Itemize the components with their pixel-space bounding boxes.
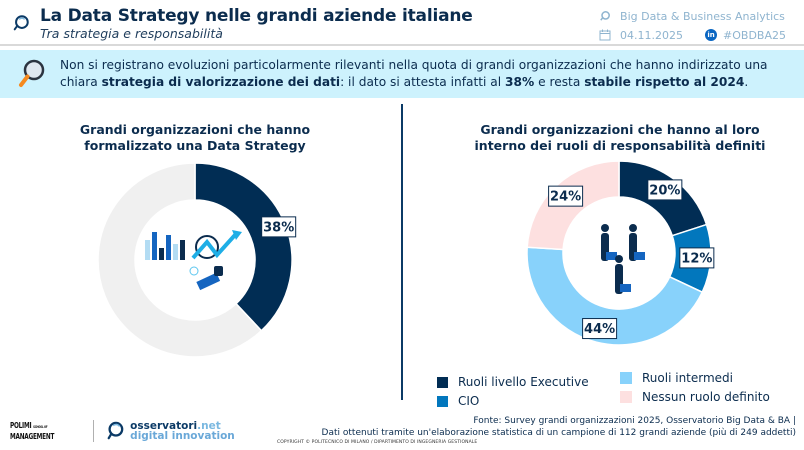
legend-label: Ruoli livello Executive <box>458 375 589 389</box>
logo-separator <box>93 420 95 442</box>
observatory-name: Big Data & Business Analytics <box>620 9 785 23</box>
legend-label: CIO <box>458 394 480 408</box>
legend-swatch <box>620 372 632 384</box>
data-label-box <box>548 185 584 207</box>
calendar-icon <box>598 29 612 41</box>
legend-label: Ruoli intermedi <box>642 371 734 385</box>
page-title: La Data Strategy nelle grandi aziende it… <box>40 6 473 26</box>
roles-label-3: 24% <box>548 185 584 207</box>
data-label-text: 38% <box>263 220 294 235</box>
magnifier-icon <box>19 59 45 87</box>
header-meta: Big Data & Business Analytics 04.11.2025… <box>594 8 786 43</box>
header: La Data Strategy nelle grandi aziende it… <box>0 0 804 46</box>
legend-label: Nessun ruolo definito <box>642 390 770 404</box>
data-label-text: 20% <box>649 183 680 198</box>
insight-text: Non si registrano evoluzioni particolarm… <box>60 58 768 89</box>
polimi-logo: POLIMI SCHOOL OF MANAGEMENT <box>10 421 55 441</box>
source-note: Fonte: Survey grandi organizzazioni 2025… <box>321 416 796 438</box>
osservatori-icon <box>107 421 124 440</box>
key-insight-banner: Non si registrano evoluzioni particolarm… <box>0 50 804 98</box>
data-label-box <box>679 247 715 269</box>
hashtag[interactable]: #OBDBA25 <box>723 28 786 42</box>
legend-item-intermedi: Ruoli intermedi <box>620 371 733 385</box>
roles-donut-chart: 20% 12% 44% 24% <box>526 160 715 346</box>
legend-item-cio: CIO <box>437 394 479 408</box>
legend-swatch <box>620 391 632 403</box>
analytics-illustration-icon <box>145 230 242 291</box>
copyright: COPYRIGHT © POLITECNICO DI MILANO / DIPA… <box>277 440 478 445</box>
data-label-box <box>582 318 618 340</box>
page-subtitle: Tra strategia e responsabilità <box>40 26 223 41</box>
strategy-slice-1 <box>97 162 263 358</box>
legend-swatch <box>437 376 448 388</box>
data-label-box <box>647 179 683 201</box>
roles-label-1: 12% <box>679 247 715 269</box>
data-label-text: 12% <box>681 251 712 266</box>
linkedin-icon[interactable]: in <box>705 29 718 41</box>
legend-item-executive: Ruoli livello Executive <box>437 375 589 389</box>
data-label-text: 44% <box>584 322 615 337</box>
osservatori-logo-text: osservatori.net digital innovation <box>130 420 235 442</box>
roles-label-0: 20% <box>647 179 683 201</box>
data-label-text: 24% <box>550 190 581 205</box>
panel-divider <box>401 104 403 400</box>
business-people-icon <box>601 224 645 294</box>
event-date: 04.11.2025 <box>620 28 684 42</box>
observatory-icon <box>598 10 612 22</box>
roles-label-2: 44% <box>582 318 618 340</box>
footer-logos: POLIMI SCHOOL OF MANAGEMENT osservatori.… <box>10 418 235 444</box>
roles-slice-2 <box>526 246 704 346</box>
strategy-label-0: 38% <box>261 216 297 238</box>
legend-swatch <box>437 395 448 407</box>
left-chart-title: Grandi organizzazioni che hanno formaliz… <box>79 122 311 153</box>
data-label-box <box>261 216 297 238</box>
legend-item-nessun: Nessun ruolo definito <box>620 390 770 404</box>
osservatori-logo-icon <box>13 15 29 31</box>
strategy-slice-0 <box>194 162 293 332</box>
data-strategy-donut-chart: 38% <box>97 162 297 358</box>
right-chart-title: Grandi organizzazioni che hanno al loro … <box>474 122 766 153</box>
